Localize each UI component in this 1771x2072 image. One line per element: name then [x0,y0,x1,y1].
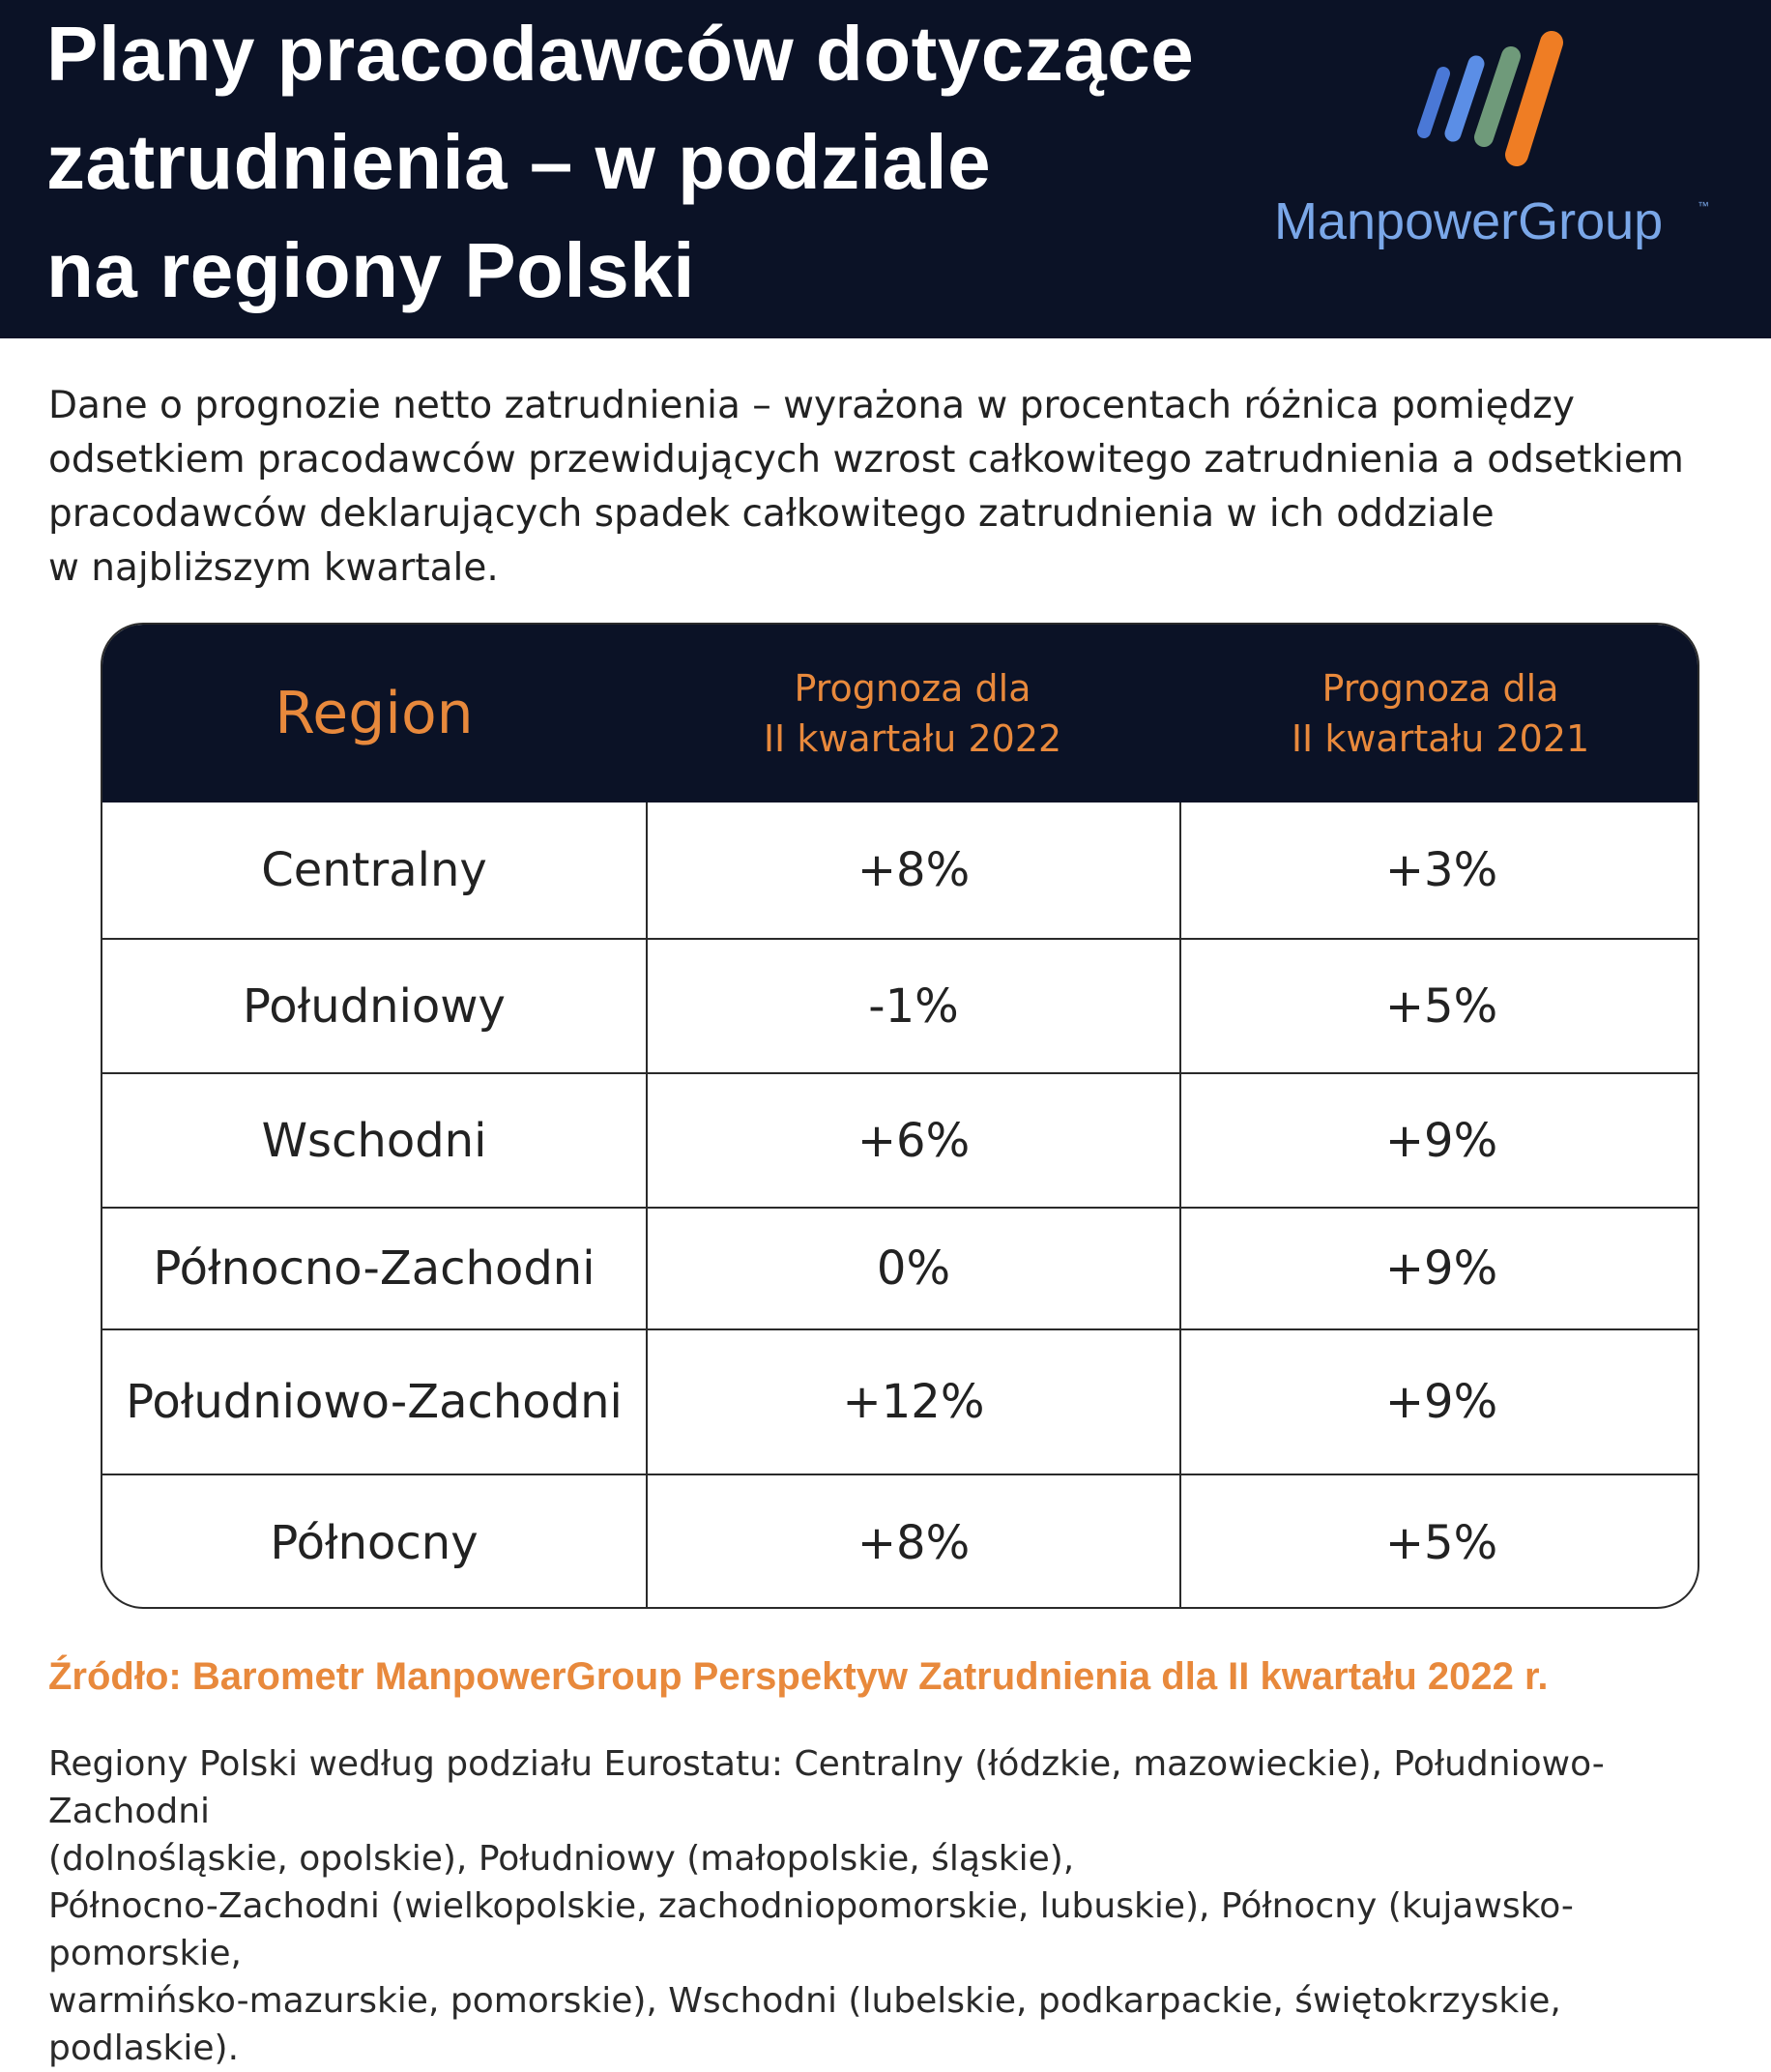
forecast-table: Region Prognoza dla II kwartału 2022 Pro… [101,623,1699,1609]
region-cell: Północny [270,1516,479,1570]
footnote-line: warmińsko-mazurskie, pomorskie), Wschodn… [48,1981,1561,2068]
intro-line: Dane o prognozie netto zatrudnienia – wy… [48,384,1575,427]
forecast-2021-cell: +9% [1179,1330,1698,1474]
footnote-line: Regiony Polski według podziału Eurostatu… [48,1744,1605,1831]
region-cell: Południowy [243,978,506,1034]
title-line: na regiony Polski [46,227,695,313]
column-header-region: Region [102,625,646,803]
column-header-label: II kwartału 2021 [1291,717,1590,760]
table-row: Wschodni +6% +9% [102,1072,1698,1207]
manpowergroup-logo: ManpowerGroup ™ [1266,29,1721,271]
source-note: Źródło: Barometr ManpowerGroup Perspekty… [48,1655,1549,1698]
table-row: Północno-Zachodni 0% +9% [102,1207,1698,1328]
forecast-2021-cell: +5% [1179,940,1698,1072]
footnote-line: Północno-Zachodni (wielkopolskie, zachod… [48,1886,1574,1973]
forecast-2022-cell: +12% [646,1330,1179,1474]
column-header-label: Prognoza dla [794,667,1031,710]
table-row: Południowy -1% +5% [102,938,1698,1072]
forecast-2022-cell: +8% [646,1475,1179,1607]
column-header-q2-2022: Prognoza dla II kwartału 2022 [646,625,1179,803]
table-header: Region Prognoza dla II kwartału 2022 Pro… [102,625,1698,803]
forecast-2021-cell: +3% [1179,803,1698,938]
column-header-q2-2021: Prognoza dla II kwartału 2021 [1179,625,1698,803]
region-cell: Południowo-Zachodni [126,1375,623,1429]
regions-footnote: Regiony Polski według podziału Eurostatu… [48,1740,1750,2072]
forecast-2021-cell: +9% [1179,1074,1698,1207]
forecast-2022-cell: +8% [646,803,1179,938]
intro-line: w najbliższym kwartale. [48,546,499,590]
region-cell: Północno-Zachodni [153,1241,595,1296]
page-title: Plany pracodawców dotyczące zatrudnienia… [46,0,1264,325]
forecast-2022-cell: 0% [646,1209,1179,1328]
logo-trademark: ™ [1698,199,1709,213]
forecast-2021-cell: +9% [1179,1209,1698,1328]
table-row: Północny +8% +5% [102,1474,1698,1607]
column-header-label: Prognoza dla [1321,667,1559,710]
table-row: Centralny +8% +3% [102,803,1698,938]
column-header-label: II kwartału 2022 [763,717,1062,760]
forecast-2021-cell: +5% [1179,1475,1698,1607]
column-header-label: Region [275,680,474,747]
intro-line: pracodawców deklarujących spadek całkowi… [48,492,1495,536]
header-banner: Plany pracodawców dotyczące zatrudnienia… [0,0,1771,338]
title-line: Plany pracodawców dotyczące [46,11,1195,97]
region-cell: Centralny [261,843,487,897]
title-line: zatrudnienia – w podziale [46,119,992,205]
region-cell: Wschodni [261,1113,487,1168]
footnote-line: (dolnośląskie, opolskie), Południowy (ma… [48,1839,1075,1879]
forecast-2022-cell: -1% [646,940,1179,1072]
manpower-logo-icon [1417,31,1563,166]
intro-line: odsetkiem pracodawców przewidujących wzr… [48,438,1684,482]
logo-text: ManpowerGroup [1274,192,1664,250]
forecast-2022-cell: +6% [646,1074,1179,1207]
table-row: Południowo-Zachodni +12% +9% [102,1328,1698,1474]
intro-paragraph: Dane o prognozie netto zatrudnienia – wy… [48,379,1730,596]
